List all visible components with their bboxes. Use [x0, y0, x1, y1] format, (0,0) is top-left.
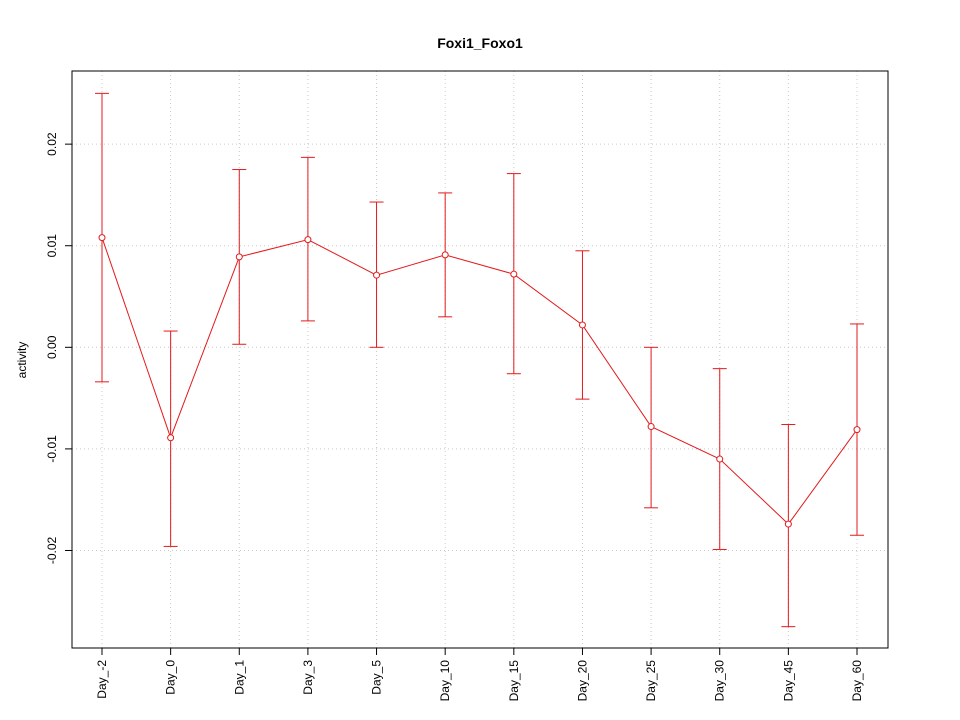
- y-tick-label: -0.01: [45, 435, 59, 463]
- y-axis: -0.02 -0.01 0.00 0.01 0.02: [45, 132, 72, 564]
- x-tick-label: Day_10: [438, 660, 452, 702]
- y-tick-label: 0.00: [45, 335, 59, 359]
- x-tick-label: Day_3: [301, 660, 315, 695]
- series-line-group: [101, 237, 858, 525]
- x-tick-label: Day_20: [575, 660, 589, 702]
- x-tick-label: Day_0: [164, 660, 178, 695]
- x-tick-label: Day_1: [232, 660, 246, 695]
- y-tick-label: 0.02: [45, 132, 59, 156]
- y-axis-label: activity: [15, 342, 29, 379]
- data-point: [235, 253, 243, 261]
- chart-title: Foxi1_Foxo1: [437, 35, 523, 51]
- data-point: [98, 234, 106, 242]
- grid: [72, 71, 888, 648]
- x-tick-label: Day_30: [713, 660, 727, 702]
- error-bars: [95, 92, 864, 628]
- data-point: [304, 236, 312, 244]
- y-tick-label: -0.02: [45, 536, 59, 564]
- x-tick-label: Day_60: [850, 660, 864, 702]
- x-tick-label: Day_25: [644, 660, 658, 702]
- plot-frame: [71, 70, 889, 649]
- data-point: [853, 426, 861, 434]
- data-point: [784, 520, 792, 528]
- y-tick-label: 0.01: [45, 234, 59, 258]
- data-point: [510, 270, 518, 278]
- data-point: [441, 251, 449, 259]
- x-tick-label: Day_5: [370, 660, 384, 695]
- data-point: [716, 455, 724, 463]
- data-point: [167, 434, 175, 442]
- data-point: [578, 321, 586, 329]
- x-axis: Day_-2 Day_0 Day_1 Day_3 Day_5 Day_10 Day_15 Da…: [95, 648, 864, 701]
- x-tick-label: Day_45: [781, 660, 795, 702]
- x-tick-label: Day_-2: [95, 660, 109, 699]
- data-point: [647, 423, 655, 431]
- data-points: [98, 234, 861, 528]
- series-line: [101, 237, 858, 525]
- x-tick-label: Day_15: [507, 660, 521, 702]
- data-point: [373, 271, 381, 279]
